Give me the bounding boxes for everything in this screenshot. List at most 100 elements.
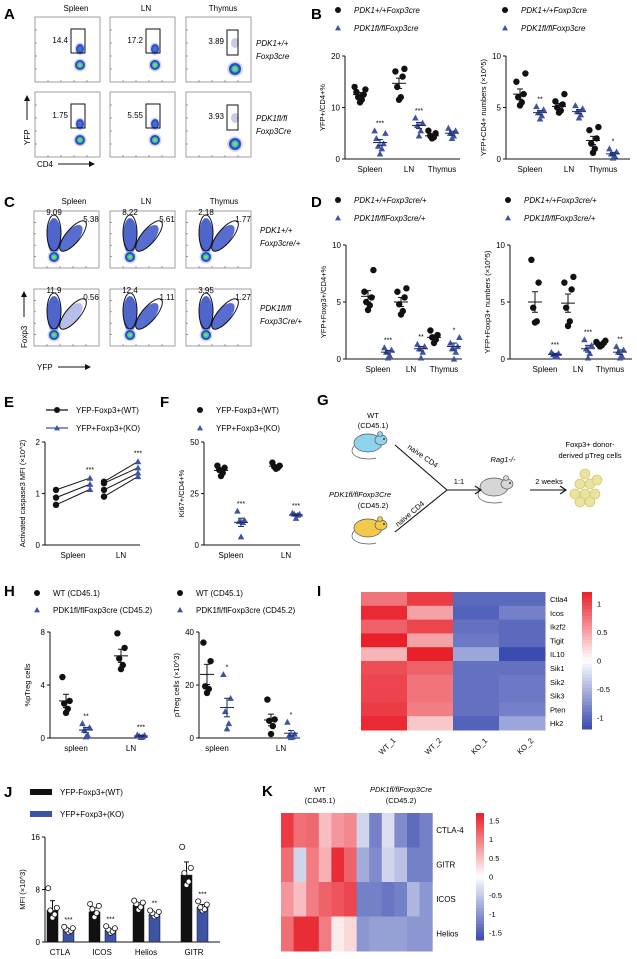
chart-B2-ylabel: YFP+CD4+ numbers (×10^5) (479, 58, 488, 156)
chart-I-colorbar-segment (582, 629, 592, 634)
chart-I-cell (361, 661, 408, 676)
chart-F-point (292, 514, 300, 521)
chart-H1-legend-label-1: PDK1fl/flFoxp3cre (CD45.2) (53, 606, 152, 615)
flow-c-gate-right-1-1 (135, 298, 163, 330)
flow-c-left-value-0-0: 9.09 (46, 208, 62, 217)
chart-I-cell (407, 647, 454, 662)
flow-c-right-value-1-0: 0.56 (83, 293, 99, 302)
chart-D2-xtick-label: Spleen (533, 365, 558, 374)
chart-I-colorbar-segment (582, 605, 592, 610)
wt-donor-mouse-icon-ear (377, 431, 383, 437)
flow-a-xlabel: CD4 (37, 160, 54, 169)
chart-E-pair-line (103, 461, 139, 483)
chart-D2-legend-marker-1 (505, 215, 511, 221)
chart-D1-significance: * (453, 327, 456, 334)
chart-K-cell (281, 916, 295, 952)
panel-letter-h: H (4, 583, 15, 600)
chart-D2-point (548, 348, 555, 355)
chart-H1-ytick-label: 8 (41, 628, 46, 637)
flow-a-gate-0-1 (145, 28, 161, 54)
chart-I-cell (361, 633, 408, 648)
chart-K-cell (318, 882, 332, 917)
chart-I-colorbar-segment (582, 691, 592, 696)
g-arrow-top-label: naive CD4 (406, 442, 440, 469)
chart-D1-xtick-label: Spleen (366, 365, 391, 374)
chart-I-colorbar-segment (582, 639, 592, 644)
chart-K-cell (381, 916, 395, 952)
chart-K-colorbar-segment (476, 882, 484, 887)
chart-I-row-label: Ctla4 (550, 595, 568, 604)
chart-J-significance: *** (64, 917, 72, 924)
flow-a-genotype-0-line2: Foxp3cre (256, 52, 290, 61)
chart-J-legend-label-1: YFP+Foxp3+(KO) (60, 810, 124, 819)
flow-c-neg-pop-1-2-core (204, 333, 208, 337)
chart-F-point (214, 462, 221, 469)
chart-I-colorbar-segment (582, 598, 592, 603)
chart-B1-xtick-label: LN (404, 165, 414, 174)
chart-B2-xtick-label: Spleen (518, 165, 543, 174)
chart-F-significance: *** (237, 501, 245, 508)
chart-J-legend-swatch-1 (30, 811, 52, 817)
g-arrow-merge-head (474, 485, 482, 495)
chart-H2-point (225, 720, 233, 727)
chart-I-colorbar-segment (582, 609, 592, 614)
chart-D1-point (417, 354, 425, 361)
chart-K-row-label: GITR (436, 861, 455, 870)
g-wt-sub: (CD45.1) (358, 421, 389, 430)
chart-H1-legend-marker-1 (34, 607, 40, 613)
chart-K-colorbar-segment (476, 876, 484, 881)
chart-I-row-label: Icos (550, 609, 564, 618)
chart-B2-point (513, 78, 520, 85)
chart-D2-point (618, 352, 626, 359)
chart-K-row-label: Helios (436, 930, 458, 939)
chart-I-colorbar-segment (582, 592, 592, 596)
chart-B1-significance: *** (376, 121, 384, 128)
flow-a-gate-value-0-0: 14.4 (52, 36, 68, 45)
chart-J-xtick-label: GITR (184, 948, 203, 957)
chart-K-colorbar-segment (476, 924, 484, 928)
chart-I-cell (361, 647, 408, 662)
flow-a-genotype-1-line1: PDK1fl/fl (256, 114, 287, 123)
chart-F-ytick-label: 0 (195, 541, 200, 550)
wt-donor-mouse-icon-tail (351, 445, 377, 460)
chart-K-cell (394, 882, 408, 917)
chart-E-significance: *** (86, 467, 94, 474)
chart-F-point (221, 464, 228, 471)
chart-D2-point (586, 350, 594, 356)
chart-D2-ylabel: YFP+Foxp3+ numbers (×10^5) (483, 250, 492, 353)
chart-E-ytick-label: 2 (36, 438, 41, 447)
ko-donor-mouse-icon-tail (351, 530, 377, 545)
chart-K-cell (281, 813, 295, 848)
chart-H1-point (59, 673, 66, 681)
chart-J-point (131, 897, 138, 904)
chart-K-cell (356, 916, 370, 952)
chart-D2-legend-marker-0 (505, 197, 511, 203)
chart-I-cell (453, 605, 500, 621)
chart-K-cell (344, 882, 358, 917)
pTreg-cell-icon (589, 488, 601, 500)
chart-F-ylabel: Ki67+/CD4+% (177, 469, 186, 517)
chart-B1-point (353, 88, 360, 96)
flow-c-yfppos-pop-0-2 (211, 224, 235, 252)
chart-K-cell (306, 882, 320, 917)
chart-K-colorbar-segment (476, 936, 484, 941)
flow-c-right-value-1-1: 1.11 (160, 293, 176, 302)
chart-I-cell (499, 702, 546, 717)
chart-E-point-ko (134, 458, 142, 465)
chart-D1-point (414, 340, 421, 347)
chart-I-row-label: Sik2 (550, 678, 565, 687)
chart-K-colorbar-segment (476, 920, 484, 925)
chart-H2-point (284, 718, 291, 725)
chart-I-cell (407, 674, 454, 690)
chart-K-colorbar-segment (476, 847, 484, 852)
panel-letter-g: G (317, 392, 329, 409)
chart-F-point (269, 459, 276, 466)
chart-D1-ylabel: YFP+Foxp3+/CD4+% (319, 266, 328, 339)
chart-H2-point (223, 725, 231, 732)
chart-B2-legend-label-0: PDK1+/+Foxp3cre (521, 6, 587, 15)
chart-F-xtick-label: LN (281, 551, 291, 560)
flow-a-gate-value-1-1: 5.55 (127, 111, 143, 120)
chart-H2-xtick-label: spleen (205, 744, 229, 753)
chart-F-legend-label-1: YFP+Foxp3+(KO) (216, 424, 280, 433)
chart-B1-point (445, 124, 452, 131)
